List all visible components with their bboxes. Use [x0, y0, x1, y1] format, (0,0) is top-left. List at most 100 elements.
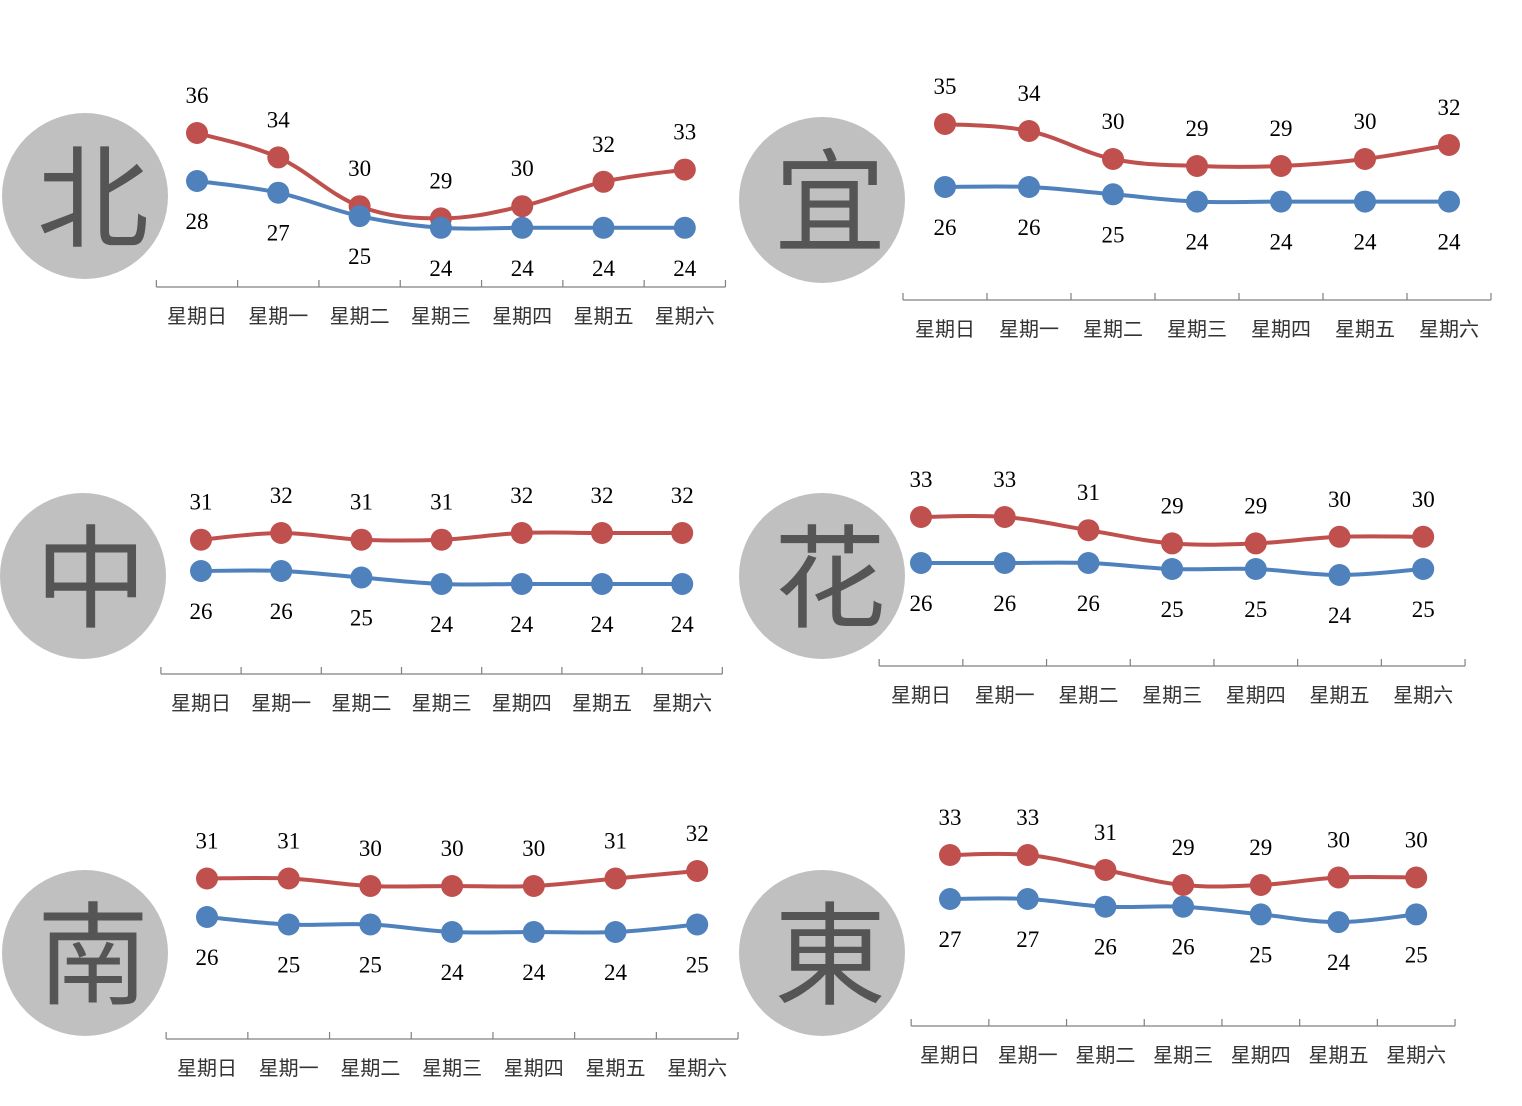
x-tick-label: 星期日	[167, 304, 227, 328]
region-badge-label: 花	[774, 516, 886, 646]
region-badge-label: 東	[774, 893, 886, 1023]
data-label: 32	[1438, 95, 1461, 120]
data-point	[1328, 564, 1351, 586]
x-tick-label: 星期五	[1310, 683, 1370, 707]
data-point	[511, 216, 534, 239]
x-tick-label: 星期二	[1075, 1043, 1135, 1067]
x-tick-label: 星期四	[1231, 1043, 1291, 1067]
data-point	[430, 528, 453, 551]
data-label: 31	[277, 829, 300, 854]
low-temperature-series: 26 26 26 25 25 24 25	[910, 552, 1435, 628]
data-point	[190, 528, 212, 551]
data-label: 30	[1405, 828, 1428, 853]
data-label: 29	[429, 168, 452, 193]
data-label: 33	[1016, 805, 1039, 830]
data-point	[522, 875, 545, 897]
data-label: 29	[1244, 493, 1267, 518]
data-point	[196, 906, 218, 928]
data-point	[1172, 874, 1195, 896]
data-point	[1328, 525, 1351, 548]
x-tick-label: 星期五	[586, 1056, 646, 1080]
data-point	[1249, 903, 1272, 926]
data-point	[196, 867, 218, 890]
data-label: 26	[1172, 935, 1195, 960]
x-tick-label: 星期五	[1335, 317, 1395, 341]
data-point	[270, 522, 293, 544]
x-tick-label: 星期六	[1419, 317, 1479, 341]
data-label: 29	[1186, 116, 1209, 141]
x-tick-label: 星期日	[177, 1056, 237, 1080]
x-tick-label: 星期二	[1058, 683, 1118, 707]
x-axis: 星期日 星期一 星期二 星期三 星期四 星期五 星期六	[910, 1019, 1456, 1067]
data-point	[1018, 176, 1040, 198]
data-label: 32	[592, 132, 615, 157]
high-temperature-series: 31 31 30 30 30 31 32	[196, 821, 709, 897]
x-tick-label: 星期四	[492, 304, 552, 328]
data-label: 34	[267, 107, 291, 132]
x-tick-label: 星期三	[422, 1056, 482, 1080]
data-label: 24	[430, 612, 454, 637]
x-tick-label: 星期日	[915, 317, 975, 341]
data-label: 30	[1102, 109, 1125, 134]
low-temperature-series: 26 25 25 24 24 24 25	[196, 906, 709, 985]
data-point	[1412, 525, 1435, 548]
x-tick-label: 星期五	[572, 691, 632, 715]
data-label: 25	[1405, 942, 1428, 967]
data-point	[441, 921, 464, 943]
x-axis: 星期日 星期一 星期二 星期三 星期四 星期五 星期六	[902, 293, 1492, 341]
data-label: 24	[673, 256, 697, 281]
data-label: 29	[1161, 493, 1184, 518]
x-axis: 星期日 星期一 星期二 星期三 星期四 星期五 星期六	[165, 1032, 739, 1080]
data-label: 27	[939, 927, 962, 952]
data-point	[1016, 844, 1039, 866]
data-label: 33	[993, 467, 1016, 492]
x-tick-label: 星期三	[1167, 317, 1227, 341]
data-point	[1327, 866, 1350, 889]
data-label: 24	[604, 960, 628, 985]
data-label: 32	[671, 483, 694, 508]
data-point	[1270, 190, 1292, 213]
data-point	[993, 506, 1016, 528]
data-point	[934, 176, 956, 198]
data-point	[348, 205, 371, 228]
x-tick-label: 星期四	[492, 691, 552, 715]
data-point	[1244, 558, 1267, 580]
data-label: 27	[1016, 927, 1039, 952]
x-tick-label: 星期二	[330, 304, 390, 328]
data-label: 35	[934, 74, 957, 99]
data-label: 31	[350, 490, 373, 515]
data-label: 30	[1412, 487, 1435, 512]
data-label: 31	[430, 490, 453, 515]
x-axis: 星期日 星期一 星期二 星期三 星期四 星期五 星期六	[155, 280, 727, 328]
data-label: 25	[686, 953, 709, 978]
data-label: 26	[1018, 215, 1041, 240]
data-point	[1094, 859, 1117, 881]
x-tick-label: 星期二	[1083, 317, 1143, 341]
x-tick-label: 星期三	[1142, 683, 1202, 707]
region-badge-circle	[739, 493, 905, 659]
region-badge-label: 南	[37, 893, 149, 1023]
data-label: 30	[522, 836, 545, 861]
high-temperature-series: 31 32 31 31 32 32 32	[190, 483, 694, 551]
data-point	[673, 158, 696, 181]
x-tick-label: 星期一	[259, 1056, 319, 1080]
data-point	[1077, 552, 1100, 574]
x-tick-label: 星期四	[1226, 683, 1286, 707]
data-label: 26	[270, 599, 293, 624]
data-point	[267, 146, 290, 169]
data-label: 32	[686, 821, 709, 846]
data-point	[1438, 190, 1460, 213]
data-label: 33	[910, 467, 933, 492]
data-point	[671, 573, 694, 595]
data-label: 24	[1186, 230, 1210, 255]
data-label: 24	[671, 612, 695, 637]
data-point	[522, 921, 545, 943]
x-tick-label: 星期三	[412, 691, 472, 715]
high-temperature-series: 35 34 30 29 29 30 32	[934, 74, 1461, 177]
data-label: 32	[270, 483, 293, 508]
data-label: 26	[190, 599, 213, 624]
data-label: 24	[1270, 230, 1294, 255]
data-point	[934, 113, 956, 135]
